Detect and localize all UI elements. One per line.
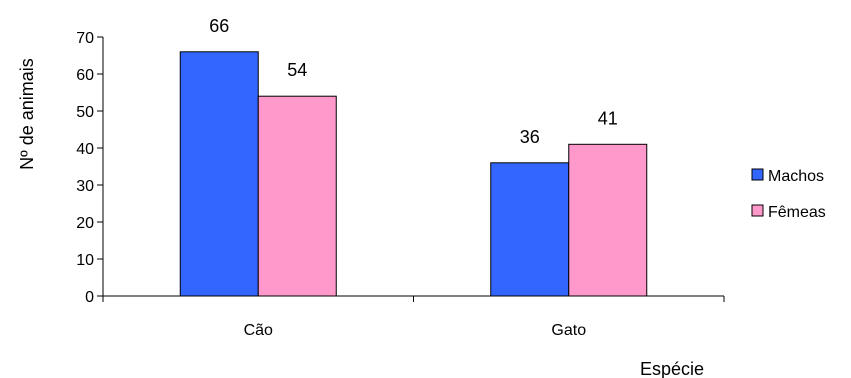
legend-swatch-machos [751, 168, 764, 181]
legend-label-femeas: Fêmeas [768, 204, 826, 221]
x-tick-label: Cão [244, 322, 273, 339]
data-label: 54 [287, 60, 307, 80]
x-tick-label: Gato [551, 322, 586, 339]
y-tick-label: 30 [76, 178, 94, 195]
y-tick-label: 0 [85, 289, 94, 306]
legend-label-machos: Machos [768, 168, 824, 185]
y-axis: 0 10 20 30 40 50 60 70 [76, 30, 104, 306]
legend: Machos Fêmeas [751, 168, 826, 221]
y-axis-title: Nº de animais [17, 58, 37, 170]
y-tick-label: 50 [76, 104, 94, 121]
y-tick-label: 40 [76, 141, 94, 158]
bar [490, 162, 570, 297]
y-tick-label: 10 [76, 252, 94, 269]
data-label: 36 [520, 127, 540, 147]
x-axis-title: Espécie [640, 359, 704, 378]
y-tick-label: 20 [76, 215, 94, 232]
data-labels: 66 36 54 41 [209, 16, 618, 147]
bar [257, 95, 337, 297]
legend-swatch-femeas [751, 204, 764, 217]
bar [179, 51, 259, 297]
y-tick-label: 60 [76, 67, 94, 84]
x-axis: Cão Gato [102, 295, 725, 339]
bars [179, 51, 648, 297]
data-label: 41 [598, 108, 618, 128]
y-tick-label: 70 [76, 30, 94, 47]
bar [568, 143, 648, 297]
data-label: 66 [209, 16, 229, 36]
